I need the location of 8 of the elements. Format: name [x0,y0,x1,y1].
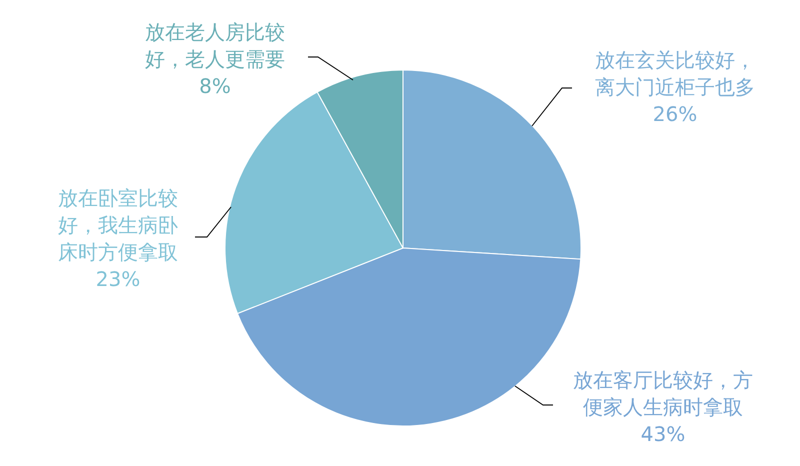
data-label: 23% [96,267,140,291]
slice-label: 放在老人房比较好，老人更需要 [145,20,285,71]
slice-label: 放在客厅比较好，方便家人生病时拿取 [573,368,753,419]
data-label: 26% [652,102,698,126]
slice-label: 放在玄关比较好，离大门近柜子也多 [595,48,755,99]
data-label: 8% [199,74,231,98]
data-label: 43% [640,422,686,446]
slice-label: 放在卧室比较好，我生病卧床时方便拿取 [58,186,178,264]
